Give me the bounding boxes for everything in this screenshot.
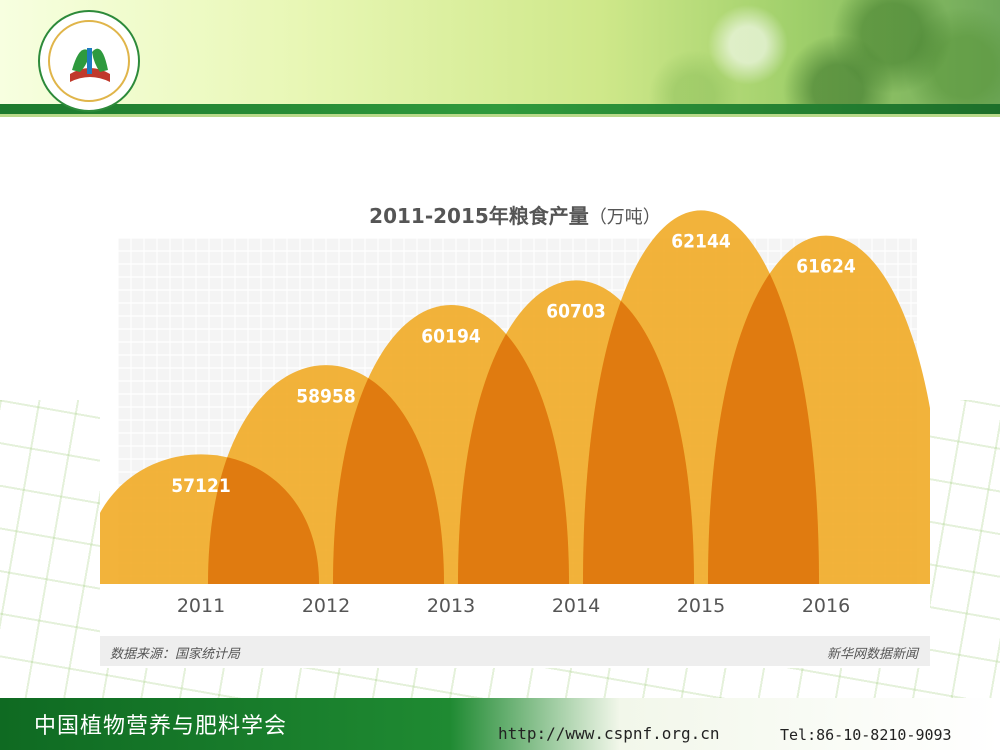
organization-name: 中国植物营养与肥料学会 <box>34 714 288 739</box>
x-tick-label-2015: 2015 <box>677 595 725 617</box>
publisher-label: 新华网数据新闻 <box>826 647 918 662</box>
header-foliage-image <box>640 0 1000 112</box>
data-source-label: 数据来源：国家统计局 <box>110 647 241 662</box>
value-label-2012: 58958 <box>296 386 355 408</box>
overlap-group-2016 <box>708 235 819 584</box>
overlap-group-2012 <box>208 454 319 584</box>
chart-title: 2011-2015年粮食产量（万吨） <box>100 200 930 229</box>
society-logo <box>38 10 140 112</box>
logo-ring <box>48 20 130 102</box>
organization-tel: Tel:86-10-8210-9093 <box>780 726 952 744</box>
chart-title-text: 2011-2015年粮食产量 <box>369 204 589 228</box>
x-tick-label-2012: 2012 <box>302 595 350 617</box>
value-label-2014: 60703 <box>546 301 605 323</box>
value-label-2015: 62144 <box>671 230 731 252</box>
value-label-2011: 57121 <box>171 475 230 497</box>
header-band <box>0 0 1000 112</box>
x-tick-label-2016: 2016 <box>802 595 850 617</box>
x-tick-label-2013: 2013 <box>427 595 475 617</box>
value-label-2016: 61624 <box>796 256 856 278</box>
organization-url[interactable]: http://www.cspnf.org.cn <box>498 724 720 743</box>
arch-overlap-2016 <box>708 235 819 584</box>
x-tick-label-2014: 2014 <box>552 595 600 617</box>
arch-overlap-2014 <box>458 305 569 584</box>
chart-panel: 2011-2015年粮食产量（万吨） 57121 58958 60194 60703 6… <box>100 188 930 668</box>
chart-title-unit: （万吨） <box>588 207 661 228</box>
source-bar: 数据来源：国家统计局 新华网数据新闻 <box>100 636 930 666</box>
logo-emblem-icon <box>70 48 110 82</box>
grain-output-chart: 57121 58958 60194 60703 62144 61624 2011 2012 20… <box>100 210 930 617</box>
header-divider-light <box>0 114 1000 117</box>
arch-overlap-2012 <box>208 454 319 584</box>
footer-band <box>0 698 1000 750</box>
header-divider <box>0 104 1000 114</box>
value-label-2013: 60194 <box>421 325 481 347</box>
overlap-group-2014 <box>458 305 569 584</box>
x-tick-label-2011: 2011 <box>177 595 225 617</box>
